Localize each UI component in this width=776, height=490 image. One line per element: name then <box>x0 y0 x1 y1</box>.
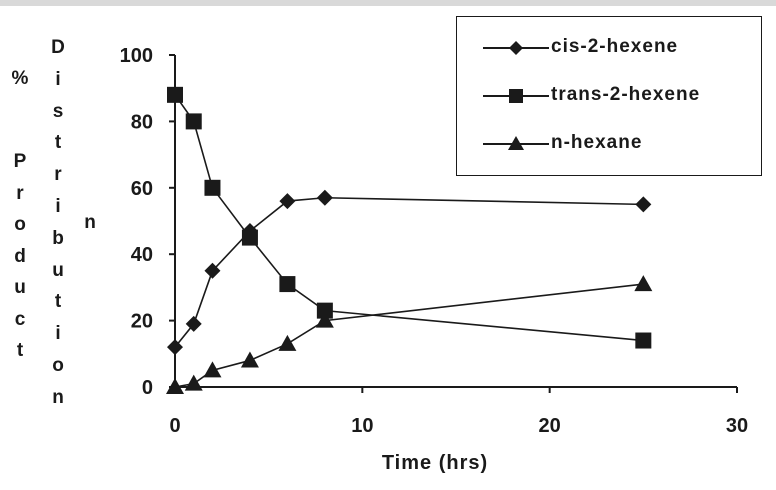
y-axis-label-char: o <box>52 355 64 376</box>
data-point-triangle <box>315 311 334 328</box>
y-axis-label-char: i <box>55 196 61 217</box>
top-cropped-strip <box>0 0 776 6</box>
x-tick-label: 20 <box>539 415 561 437</box>
y-tick-label: 80 <box>131 111 153 133</box>
y-axis-label-char: c <box>14 308 26 330</box>
y-tick-label: 60 <box>131 178 153 200</box>
legend-item-n-hexane: n-hexane <box>457 129 763 159</box>
data-point-diamond <box>204 262 221 279</box>
legend-item-trans-2-hexene: trans-2-hexene <box>457 81 763 111</box>
y-axis-label-char: s <box>52 100 64 122</box>
diamond-marker-icon <box>483 41 549 55</box>
series-line-cis-2-hexene <box>174 196 644 348</box>
x-tick-label: 30 <box>726 415 748 437</box>
data-point-diamond <box>316 189 333 206</box>
y-axis-label-char: t <box>54 291 62 313</box>
y-axis-label-char: d <box>14 245 26 267</box>
data-point-square <box>204 179 221 196</box>
data-point-triangle <box>184 374 203 391</box>
legend-item-cis-2-hexene: cis-2-hexene <box>457 33 763 63</box>
x-tick-label: 10 <box>351 415 373 437</box>
y-axis-label-char: n <box>84 212 96 233</box>
data-point-diamond <box>279 193 296 210</box>
y-axis-label-char: t <box>16 340 24 361</box>
data-point-square <box>185 113 202 130</box>
data-point-triangle <box>240 351 259 368</box>
data-point-square <box>316 302 333 319</box>
triangle-marker-icon <box>483 136 549 150</box>
chart-legend: cis-2-hexene trans-2-hexene n-hexane <box>456 16 762 176</box>
data-point-diamond <box>635 196 652 213</box>
data-point-triangle <box>634 275 653 292</box>
y-tick-label: 100 <box>120 45 153 67</box>
legend-label: cis-2-hexene <box>551 36 679 57</box>
data-point-square <box>167 86 183 103</box>
y-axis-label-char: i <box>55 68 61 90</box>
data-point-triangle <box>203 361 222 378</box>
x-axis-label: Time (hrs) <box>381 452 489 474</box>
legend-label: trans-2-hexene <box>551 84 701 105</box>
y-axis-label-char: b <box>52 227 64 249</box>
y-tick-label: 20 <box>131 311 153 333</box>
legend-label: n-hexane <box>551 132 643 153</box>
x-tick-label: 0 <box>169 415 180 437</box>
data-point-diamond <box>167 339 183 356</box>
series-line-n-hexane <box>174 283 644 388</box>
y-axis-label-char: u <box>14 277 26 298</box>
data-point-triangle <box>278 334 297 351</box>
y-axis-label-char: % <box>11 68 29 89</box>
y-axis-label-char: D <box>51 37 65 58</box>
data-point-square <box>241 229 258 246</box>
data-point-diamond <box>185 315 202 332</box>
y-axis-label-char: r <box>54 164 62 186</box>
y-axis-label-char: i <box>55 323 61 345</box>
data-point-square <box>635 332 652 349</box>
y-axis-label-char: t <box>54 132 62 154</box>
data-point-triangle <box>166 378 184 394</box>
y-axis-label-char: u <box>52 259 64 281</box>
y-tick-label: 40 <box>131 244 153 266</box>
y-axis-label-char: o <box>14 214 26 235</box>
y-axis-label-char: r <box>16 182 24 204</box>
y-axis-label-char: n <box>52 386 64 408</box>
y-tick-label: 0 <box>142 377 153 399</box>
y-axis-label-char: P <box>13 151 27 172</box>
square-marker-icon <box>483 89 549 103</box>
data-point-square <box>279 276 296 293</box>
